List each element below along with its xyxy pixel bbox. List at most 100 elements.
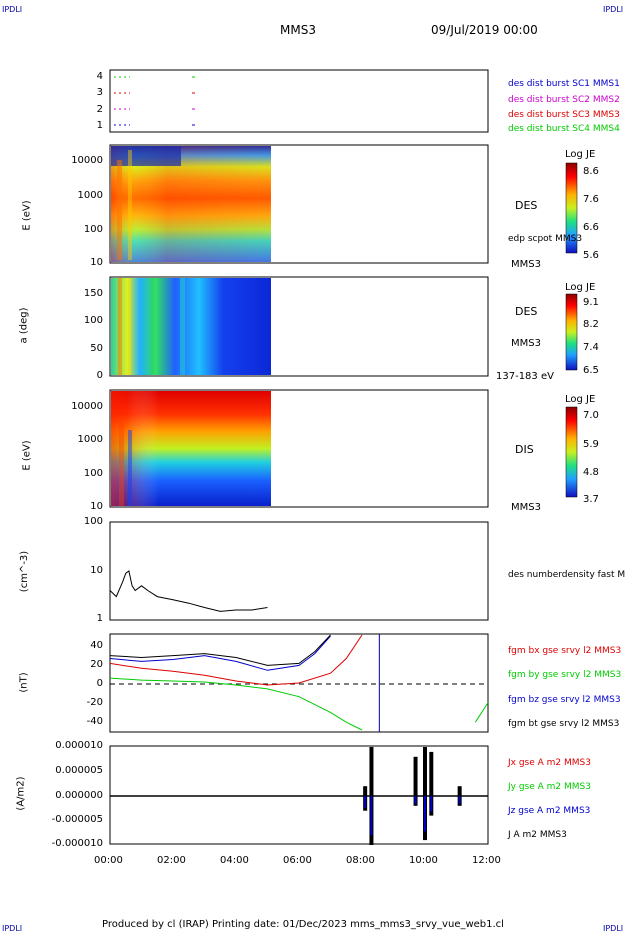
colorbar-tick: 7.4 [583, 342, 599, 353]
dis-energy-panel-frame [109, 389, 489, 508]
des-pitch-colorbar-title: Log JE [565, 282, 596, 293]
x-tick-label: 06:00 [283, 855, 312, 866]
current-ytick: 0.000010 [55, 740, 103, 751]
scpot-overlay-label: edp scpot MMS3 [508, 234, 583, 244]
burst-legend-sc4: des dist burst SC4 MMS4 [508, 124, 620, 134]
bfield-bz-line [109, 635, 331, 671]
density-panel-frame [109, 521, 489, 621]
x-tick-label: 12:00 [472, 855, 501, 866]
bfield-bx-line [109, 634, 363, 686]
x-tick-label: 10:00 [409, 855, 438, 866]
corner-label-bottom-right: IPDLI [603, 924, 624, 933]
des-energy-panel-frame [109, 144, 489, 264]
des-energy-ytick: 1000 [77, 190, 103, 201]
dis-energy-ytick: 100 [83, 468, 103, 479]
colorbar-tick: 5.9 [583, 439, 599, 450]
burst-legend-sc1: des dist burst SC1 MMS1 [508, 79, 620, 89]
des-energy-colorbar-title: Log JE [565, 149, 596, 160]
des-pitch-ytick: 50 [90, 343, 103, 354]
dis-energy-label: DIS [515, 443, 534, 456]
des-pitch-label: DES [515, 305, 538, 318]
colorbar-tick: 5.6 [583, 250, 599, 261]
bfield-ytick: -40 [86, 716, 103, 727]
density-legend: des numberdensity fast M [508, 570, 626, 580]
corner-label-top-left: IPDLI [2, 5, 23, 14]
des-energy-ytick: 10000 [71, 155, 103, 166]
x-tick-label: 00:00 [94, 855, 123, 866]
des-energy-sc-label: MMS3 [511, 259, 541, 270]
density-ytick: 1 [96, 613, 103, 624]
burst-ytick: 1 [96, 120, 103, 131]
corner-label-bottom-left: IPDLI [2, 924, 23, 933]
colorbar-tick: 8.6 [583, 166, 599, 177]
date-title: 09/Jul/2019 00:00 [431, 23, 538, 37]
current-ytick: -0.000005 [51, 814, 103, 825]
current-spike-jz [370, 796, 373, 836]
current-spike-jz [424, 796, 426, 832]
des-pitch-panel-frame [109, 276, 489, 377]
burst-panel-frame [109, 69, 489, 133]
current-ytick: -0.000010 [51, 838, 103, 849]
des-pitch-spectrogram [111, 278, 271, 375]
dis-energy-ytick: 10000 [71, 401, 103, 412]
colorbar-tick: 7.0 [583, 410, 599, 421]
colorbar-tick: 9.1 [583, 297, 599, 308]
dis-energy-ytick: 1000 [77, 434, 103, 445]
burst-legend-sc3: des dist burst SC3 MMS3 [508, 110, 620, 120]
des-pitch-colorbar [565, 293, 578, 371]
burst-ytick: 3 [96, 87, 103, 98]
bfield-ytick: 20 [90, 659, 103, 670]
des-energy-spectrogram [111, 146, 271, 262]
bfield-panel-frame [109, 633, 489, 733]
density-ytick: 10 [90, 565, 103, 576]
des-energy-ytick: 10 [90, 257, 103, 268]
burst-ytick: 4 [96, 71, 103, 82]
bfield-legend-bx: fgm bx gse srvy l2 MMS3 [508, 646, 622, 656]
bfield-ytick: 40 [90, 640, 103, 651]
x-tick-label: 08:00 [346, 855, 375, 866]
colorbar-tick: 8.2 [583, 319, 599, 330]
burst-ytick: 2 [96, 104, 103, 115]
des-energy-label: DES [515, 199, 538, 212]
colorbar-tick: 6.5 [583, 365, 599, 376]
bfield-ytick: 0 [96, 678, 103, 689]
current-legend-jx: Jx gse A m2 MMS3 [508, 758, 591, 768]
current-spike [413, 756, 418, 806]
dis-energy-ytick: 10 [90, 501, 103, 512]
current-legend-jy: Jy gse A m2 MMS3 [508, 782, 591, 792]
current-spike-jz [430, 796, 433, 812]
bfield-legend-bz: fgm bz gse srvy l2 MMS3 [508, 695, 621, 705]
current-spike [429, 751, 434, 816]
bfield-legend-by: fgm by gse srvy l2 MMS3 [508, 670, 622, 680]
des-pitch-ytick: 0 [96, 370, 103, 381]
footer-text: Produced by cl (IRAP) Printing date: 01/… [102, 919, 504, 930]
x-tick-label: 04:00 [220, 855, 249, 866]
colorbar-tick: 7.6 [583, 194, 599, 205]
des-pitch-energy-range: 137-183 eV [496, 371, 554, 382]
corner-label-top-right: IPDLI [603, 5, 624, 14]
current-spike-jz [458, 796, 461, 804]
x-tick-label: 02:00 [157, 855, 186, 866]
current-legend-jz: Jz gse A m2 MMS3 [508, 806, 591, 816]
dis-energy-spectrogram [111, 391, 271, 506]
bfield-ytick: -20 [86, 697, 103, 708]
current-ytick: 0.000005 [55, 765, 103, 776]
spacecraft-title: MMS3 [280, 23, 316, 37]
dis-energy-colorbar [565, 406, 578, 498]
current-legend-j: J A m2 MMS3 [508, 830, 567, 840]
dis-energy-sc-label: MMS3 [511, 502, 541, 513]
des-pitch-ytick: 150 [83, 288, 103, 299]
bfield-legend-bt: fgm bt gse srvy l2 MMS3 [508, 719, 620, 729]
current-spike-jz [364, 796, 367, 808]
dis-energy-colorbar-title: Log JE [565, 394, 596, 405]
des-energy-colorbar [565, 162, 578, 254]
current-ytick: 0.000000 [55, 790, 103, 801]
colorbar-tick: 6.6 [583, 222, 599, 233]
current-panel-frame [109, 745, 489, 845]
current-spike [423, 747, 427, 841]
bfield-by-line [109, 677, 363, 731]
burst-legend-sc2: des dist burst SC2 MMS2 [508, 95, 620, 105]
bfield-bt-line [109, 634, 331, 666]
